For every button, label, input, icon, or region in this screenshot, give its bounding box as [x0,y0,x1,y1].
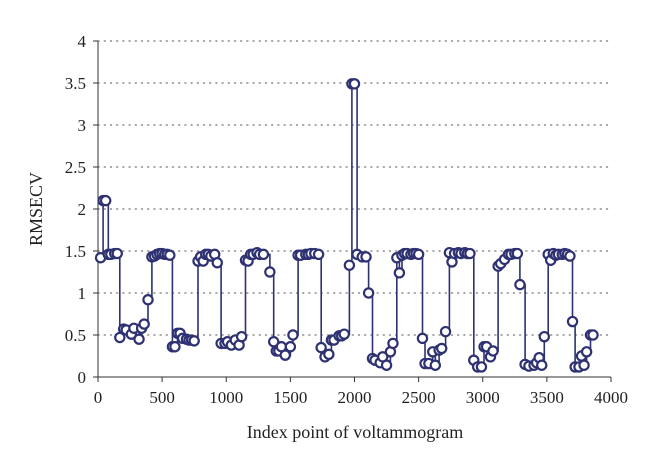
data-point [362,287,375,299]
x-tick-label: 1500 [273,388,307,407]
data-point [536,359,548,371]
data-point [138,318,150,330]
data-point [111,247,123,260]
data-point [360,251,372,263]
data-point [538,330,551,343]
y-tick-label: 0 [78,368,87,387]
data-point [287,329,299,341]
data-point [164,249,176,261]
x-tick-label: 0 [94,388,103,407]
data-point [169,341,181,353]
data-point [312,248,325,261]
x-tick-label: 3500 [530,388,564,407]
tick-labels: 0 0.5 1 1.5 2 2.5 3 3.5 4 0 500 1000 1500 2000 2500 300… [65,32,628,407]
data-point [338,328,350,340]
data-point [412,248,425,261]
data-point [416,332,429,345]
data-point [257,248,270,261]
y-axis-title: RMSECV [26,172,46,246]
data-point [133,333,145,345]
data-point [464,247,476,260]
x-tick-label: 2500 [402,388,436,407]
y-tick-label: 1 [78,284,87,303]
data-point [475,361,488,373]
data-point [578,359,590,371]
data-point [323,348,335,361]
y-tick-label: 4 [78,32,87,51]
data-point [380,359,393,371]
data-point [315,341,327,354]
y-tick-label: 3 [78,116,87,135]
data-point [279,349,291,361]
y-tick-label: 2 [78,200,87,219]
data-point [514,278,526,291]
data-point [564,250,576,262]
data-point [580,346,593,358]
data-point [99,194,112,207]
series-rmsecv [94,78,599,373]
data-point [566,315,579,328]
data-point [348,78,361,90]
x-tick-label: 500 [149,388,175,407]
data-point [439,325,452,338]
data-point [343,259,356,271]
data-point [436,342,448,355]
series-line [100,83,593,368]
x-axis-title: Index point of voltammogram [247,422,463,442]
data-point [511,247,524,260]
data-point [587,329,599,341]
data-point [487,345,499,357]
x-tick-label: 2000 [338,388,372,407]
data-point [429,359,441,371]
data-point [211,257,223,269]
data-point [264,266,276,278]
axes [93,40,612,382]
data-point [284,341,297,353]
data-point [188,335,200,347]
data-point [393,267,406,279]
y-tick-label: 1.5 [65,242,86,261]
y-tick-label: 3.5 [65,74,86,93]
data-point [142,294,154,306]
y-tick-label: 0.5 [65,326,86,345]
x-tick-label: 4000 [594,388,628,407]
data-point [235,330,248,343]
data-point [387,337,399,350]
x-tick-label: 1000 [209,388,243,407]
x-tick-label: 3000 [466,388,500,407]
y-tick-label: 2.5 [65,158,86,177]
